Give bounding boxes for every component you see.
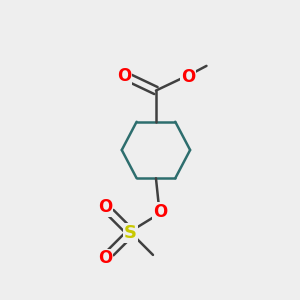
Text: O: O [153, 203, 167, 221]
Text: S: S [124, 224, 137, 242]
Text: O: O [98, 198, 112, 216]
Text: O: O [181, 68, 195, 85]
Text: O: O [98, 250, 112, 268]
Text: O: O [117, 67, 131, 85]
